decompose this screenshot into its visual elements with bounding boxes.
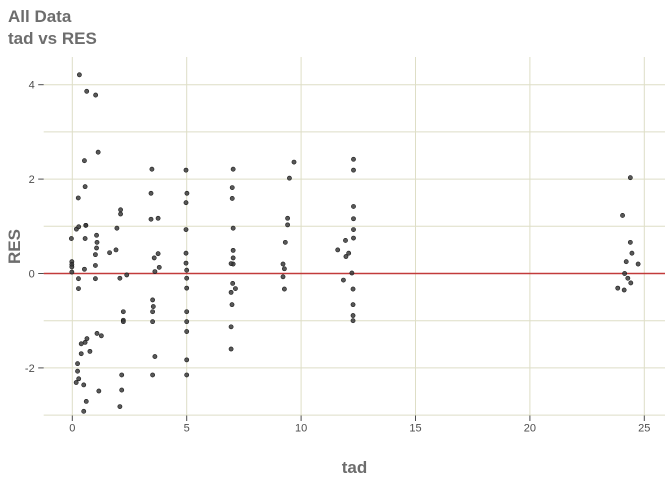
svg-text:-2: -2 [25, 363, 35, 375]
svg-text:20: 20 [524, 423, 536, 435]
svg-text:5: 5 [184, 423, 190, 435]
svg-text:2: 2 [29, 174, 35, 186]
svg-text:4: 4 [29, 80, 35, 92]
svg-text:25: 25 [638, 423, 650, 435]
svg-text:0: 0 [69, 423, 75, 435]
svg-text:10: 10 [295, 423, 307, 435]
svg-text:0: 0 [29, 269, 35, 281]
svg-text:15: 15 [409, 423, 421, 435]
